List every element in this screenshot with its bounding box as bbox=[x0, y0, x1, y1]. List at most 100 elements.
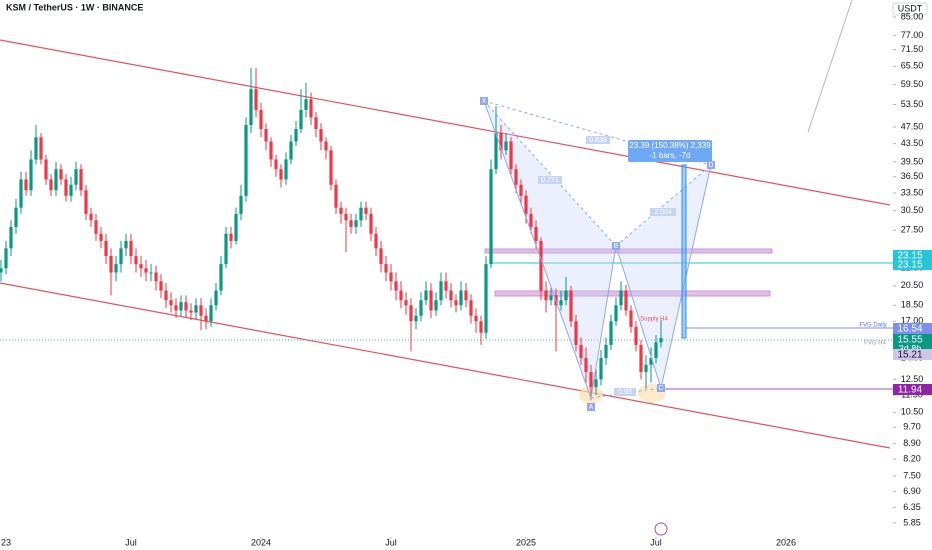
candle-body bbox=[64, 179, 68, 196]
candle-body bbox=[354, 220, 358, 227]
y-tick-label: 77.00 bbox=[901, 30, 924, 40]
candle-body bbox=[199, 305, 203, 316]
candle-body bbox=[189, 310, 193, 313]
x-tick-label: 2024 bbox=[251, 537, 271, 547]
candle-body bbox=[274, 159, 278, 170]
price-label: 16.54 bbox=[897, 324, 922, 335]
candle-body bbox=[139, 264, 143, 269]
candle-body bbox=[389, 272, 393, 282]
zone bbox=[484, 248, 773, 254]
pattern-point bbox=[587, 403, 595, 411]
candle-body bbox=[564, 290, 568, 301]
candle-body bbox=[59, 169, 63, 180]
ratio-label: 2.084 bbox=[654, 209, 672, 216]
candle-body bbox=[499, 133, 503, 151]
candle-body bbox=[149, 272, 153, 274]
price-label-box bbox=[893, 384, 932, 395]
candle-body bbox=[594, 379, 598, 388]
candle-body bbox=[109, 256, 113, 273]
candle-body bbox=[49, 179, 53, 191]
candle-body bbox=[449, 290, 453, 301]
candle-body bbox=[454, 300, 458, 306]
candle-body bbox=[624, 290, 628, 311]
candle-body bbox=[659, 338, 663, 343]
pattern-point bbox=[707, 161, 715, 169]
candle-body bbox=[14, 207, 18, 227]
candle-body bbox=[539, 240, 543, 291]
candle-body bbox=[134, 256, 138, 265]
candle-body bbox=[304, 99, 308, 110]
measure-text: 23.39 (150.38%) 2,339 bbox=[629, 141, 711, 150]
y-tick-label: 30.50 bbox=[901, 205, 924, 215]
candle-body bbox=[74, 169, 78, 185]
candle-body bbox=[329, 150, 333, 185]
price-labels: 23.15 23.15 16.54 15.55 3d 8h 15.21 11.9… bbox=[893, 250, 932, 396]
candle-body bbox=[254, 89, 258, 110]
countdown: 3d 8h bbox=[899, 343, 922, 353]
candle-body bbox=[204, 315, 208, 322]
candle-body bbox=[334, 184, 338, 208]
price-label: 15.21 bbox=[897, 350, 922, 361]
candle-body bbox=[29, 159, 33, 191]
y-tick-label: 9.70 bbox=[903, 422, 921, 432]
candle-body bbox=[24, 179, 28, 191]
ratio-label: 0.638 bbox=[589, 137, 607, 144]
candle-body bbox=[119, 248, 123, 265]
candle-body bbox=[609, 321, 613, 345]
y-tick-label: 5.85 bbox=[903, 517, 921, 527]
candle-body bbox=[184, 302, 188, 311]
pattern-line bbox=[483, 100, 617, 247]
candle-body bbox=[619, 290, 623, 306]
candle-body bbox=[514, 169, 518, 185]
ratio-label: 0.771 bbox=[541, 177, 559, 184]
trend-line bbox=[807, 0, 853, 133]
y-tick-label: 7.50 bbox=[903, 470, 921, 480]
y-tick-label: 65.50 bbox=[901, 61, 924, 71]
x-tick-label: Jul bbox=[385, 537, 397, 547]
candles bbox=[0, 67, 663, 401]
ratio-box bbox=[538, 176, 562, 184]
candle-body bbox=[309, 99, 313, 118]
candle-body bbox=[424, 290, 428, 301]
x-tick-label: Jul bbox=[125, 537, 137, 547]
candle-body bbox=[9, 226, 13, 249]
candle-body bbox=[559, 300, 563, 306]
candle-body bbox=[324, 141, 328, 151]
candle-body bbox=[34, 137, 38, 160]
candle-body bbox=[239, 195, 243, 214]
candle-body bbox=[99, 233, 103, 241]
zone-label: Supply H4 bbox=[640, 317, 668, 323]
candle-body bbox=[419, 300, 423, 316]
candle-body bbox=[269, 141, 273, 160]
candle-body bbox=[549, 295, 553, 301]
pattern-label: D bbox=[708, 162, 713, 169]
candle-body bbox=[569, 290, 573, 322]
pattern-fill bbox=[616, 165, 711, 388]
ratio-box bbox=[650, 208, 676, 216]
candle-body bbox=[339, 207, 343, 214]
candle-body bbox=[529, 213, 533, 227]
measure-text: -1 bars, -7d bbox=[650, 151, 691, 160]
price-axis: USDT 85.00 77.00 71.50 65.50 59.50 53.50 47.50… bbox=[892, 0, 932, 550]
candle-body bbox=[234, 213, 238, 241]
candle-body bbox=[359, 207, 363, 221]
candle-body bbox=[654, 342, 658, 358]
candle-body bbox=[279, 169, 283, 180]
event-icon[interactable] bbox=[654, 522, 668, 536]
candle-body bbox=[439, 281, 443, 301]
price-label-box bbox=[893, 323, 932, 334]
y-tick-label: 17.00 bbox=[901, 316, 924, 326]
candle-body bbox=[464, 290, 468, 301]
pattern-point bbox=[612, 242, 620, 250]
candle-body bbox=[459, 290, 463, 306]
candle-body bbox=[249, 89, 253, 126]
y-tick-label: 18.50 bbox=[901, 300, 924, 310]
candle-body bbox=[319, 129, 323, 142]
x-tick-label: 2026 bbox=[776, 537, 796, 547]
candle-body bbox=[94, 220, 98, 234]
price-label: 11.94 bbox=[898, 385, 923, 396]
candle-body bbox=[644, 364, 648, 372]
candle-body bbox=[484, 264, 488, 333]
candle-body bbox=[399, 290, 403, 301]
candle-body bbox=[509, 141, 513, 170]
